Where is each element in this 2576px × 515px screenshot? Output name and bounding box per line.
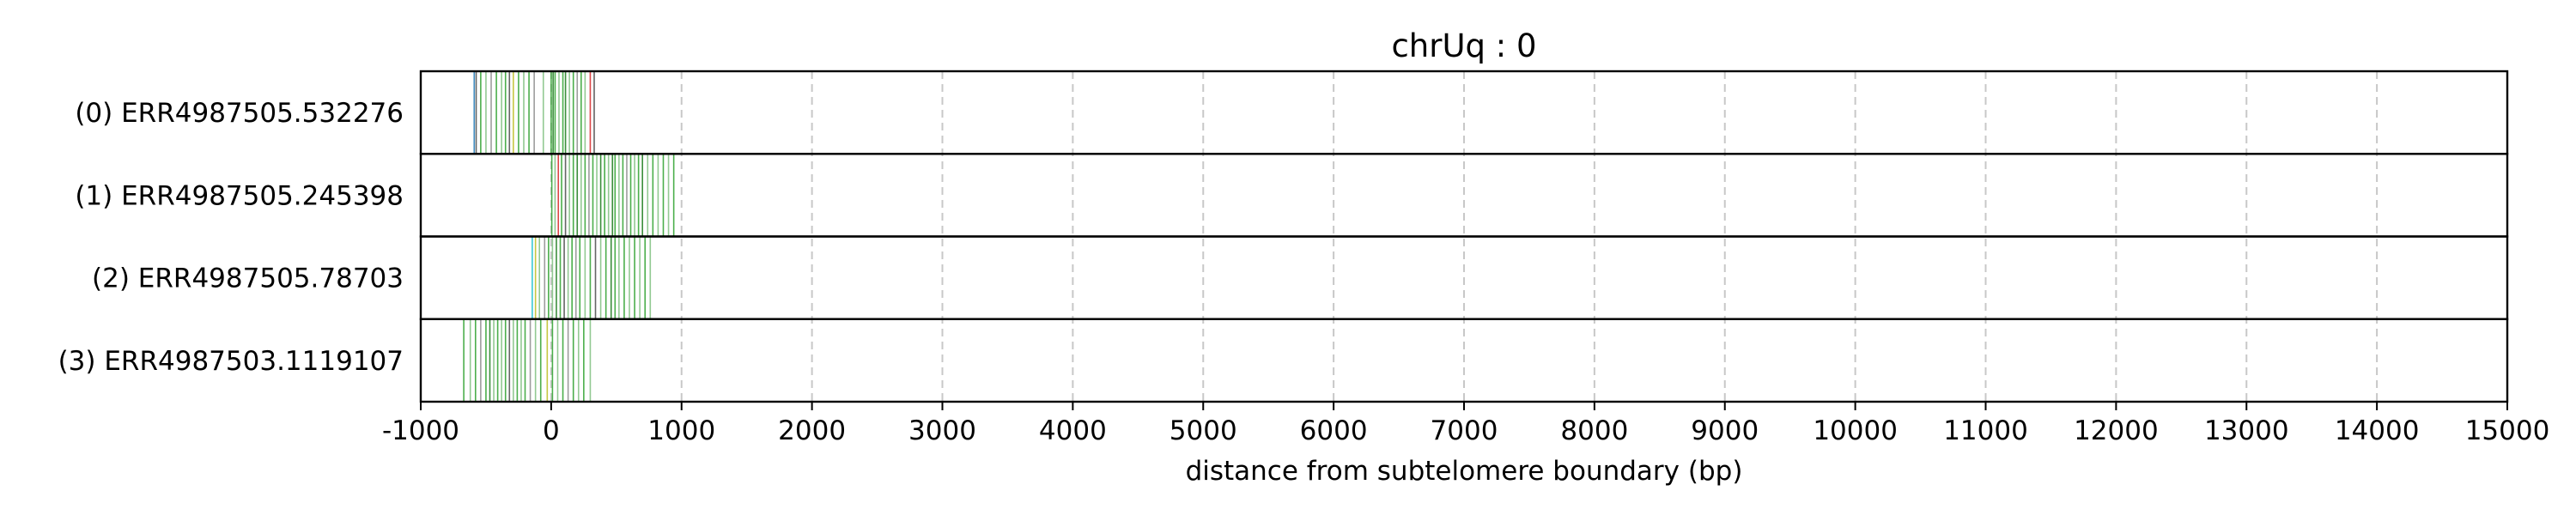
chart-title: chrUq : 0 — [1391, 27, 1536, 64]
x-tick-label: 14000 — [2335, 415, 2420, 446]
x-tick-label: 15000 — [2465, 415, 2550, 446]
x-tick-label: 1000 — [647, 415, 715, 446]
read-row: (0) ERR4987505.532276 — [75, 72, 595, 154]
x-tick-label: 8000 — [1560, 415, 1628, 446]
read-rows: (0) ERR4987505.532276 (1) ERR4987505.2453… — [58, 72, 675, 401]
x-tick-label: 9000 — [1691, 415, 1759, 446]
x-tick-label: 12000 — [2074, 415, 2159, 446]
x-tick-label: -1000 — [382, 415, 459, 446]
x-tick-label: 5000 — [1170, 415, 1237, 446]
read-label: (2) ERR4987505.78703 — [92, 264, 404, 294]
x-tick-label: 13000 — [2204, 415, 2289, 446]
read-label: (0) ERR4987505.532276 — [75, 98, 404, 129]
read-row: (1) ERR4987505.245398 — [75, 154, 675, 236]
read-label: (1) ERR4987505.245398 — [75, 180, 404, 211]
read-label: (3) ERR4987503.1119107 — [58, 346, 404, 377]
x-tick-label: 7000 — [1431, 415, 1498, 446]
x-tick-label: 3000 — [908, 415, 976, 446]
x-tick-label: 2000 — [778, 415, 846, 446]
x-tick-label: 6000 — [1300, 415, 1368, 446]
plot-frame — [419, 70, 2509, 403]
read-row: (2) ERR4987505.78703 — [92, 237, 652, 318]
read-row: (3) ERR4987503.1119107 — [58, 319, 592, 401]
x-axis: -1000 0 1000 2000 3000 4000 5000 6000 7000 8000 90… — [382, 402, 2549, 446]
x-tick-label: 10000 — [1813, 415, 1898, 446]
x-tick-label: 4000 — [1039, 415, 1107, 446]
x-tick-label: 0 — [543, 415, 560, 446]
grid-lines — [550, 71, 2379, 402]
x-tick-label: 11000 — [1943, 415, 2028, 446]
x-axis-label: distance from subtelomere boundary (bp) — [1186, 456, 1743, 487]
